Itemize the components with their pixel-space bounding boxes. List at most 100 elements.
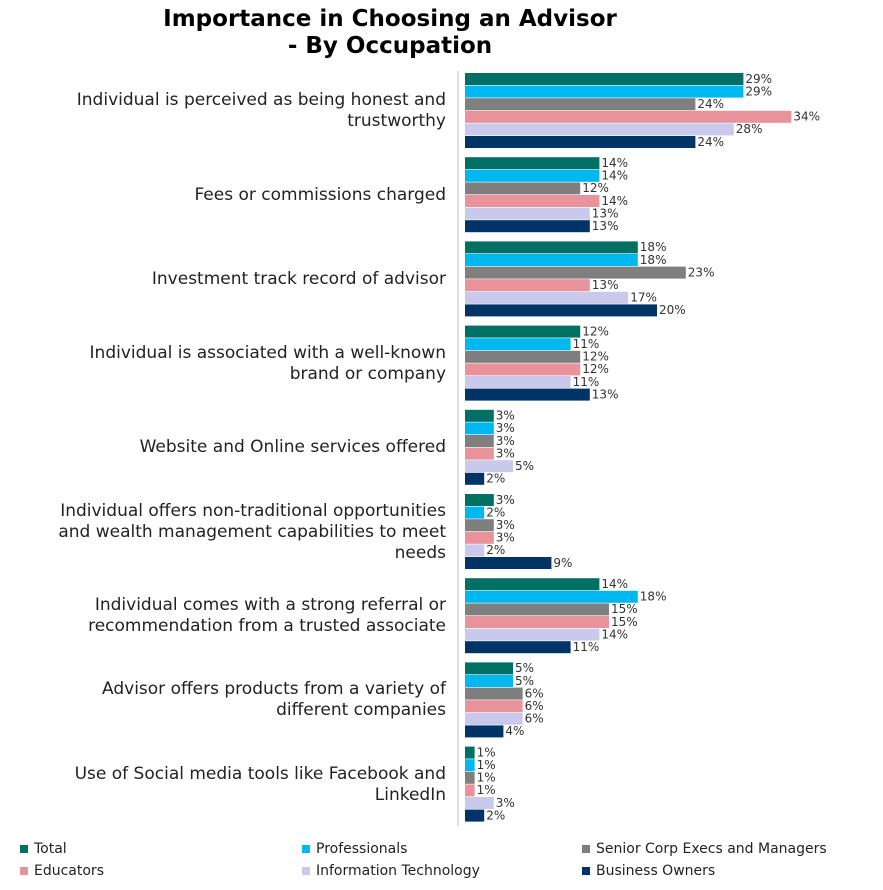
value-label: 17% [630, 291, 657, 305]
value-label: 12% [582, 181, 609, 195]
bar [465, 182, 581, 195]
bar [465, 494, 494, 506]
value-label: 15% [611, 602, 638, 616]
legend-label: Information Technology [316, 863, 480, 879]
value-label: 6% [525, 712, 544, 726]
bar [465, 85, 744, 98]
value-label: 28% [736, 122, 763, 136]
bar [465, 363, 581, 376]
legend-swatch [302, 845, 310, 853]
bar [465, 578, 600, 591]
value-label: 12% [582, 350, 609, 364]
bar [465, 435, 494, 447]
value-label: 3% [496, 493, 515, 507]
value-label: 11% [573, 375, 600, 389]
bar [465, 557, 552, 569]
value-label: 29% [745, 72, 772, 86]
value-label: 24% [697, 135, 724, 149]
value-label: 11% [573, 640, 600, 654]
bar [465, 531, 494, 544]
value-label: 14% [601, 627, 628, 641]
legend-label: Business Owners [596, 863, 716, 879]
bar [465, 110, 792, 123]
bar [465, 759, 475, 772]
legend-item: Educators [20, 863, 104, 879]
bar [465, 73, 744, 85]
bar [465, 304, 657, 317]
bar [465, 771, 475, 784]
value-label: 2% [486, 505, 505, 519]
bar [465, 422, 494, 435]
bar [465, 136, 696, 148]
bar [465, 712, 523, 725]
value-label: 2% [486, 472, 505, 486]
legend-swatch [582, 867, 590, 875]
bar [465, 279, 590, 292]
bar [465, 338, 571, 351]
bar [465, 325, 581, 338]
bar [465, 687, 523, 700]
bar [465, 628, 600, 641]
value-label: 20% [659, 303, 686, 317]
value-label: 2% [486, 808, 505, 822]
bar [465, 388, 590, 401]
bar [465, 169, 600, 182]
value-label: 34% [793, 110, 820, 124]
value-label: 12% [582, 362, 609, 376]
bar [465, 98, 696, 111]
value-label: 14% [601, 577, 628, 591]
category-label: Advisor offers products from a variety o… [102, 679, 446, 721]
bar [465, 207, 590, 220]
legend-label: Senior Corp Execs and Managers [596, 841, 827, 857]
value-label: 14% [601, 169, 628, 183]
category-label: Individual comes with a strong referral … [88, 595, 446, 637]
legend-swatch [20, 845, 28, 853]
bar [465, 784, 475, 797]
chart-title: Importance in Choosing an Advisor - By O… [163, 6, 617, 59]
category-label: Website and Online services offered [139, 437, 446, 458]
legend-item: Professionals [302, 841, 407, 857]
value-label: 18% [640, 240, 667, 254]
bar [465, 157, 600, 170]
bar [465, 241, 638, 254]
value-label: 13% [592, 278, 619, 292]
value-label: 3% [496, 531, 515, 545]
value-label: 3% [496, 434, 515, 448]
bar [465, 746, 475, 759]
value-label: 1% [477, 745, 496, 759]
value-label: 29% [745, 84, 772, 98]
value-label: 13% [592, 219, 619, 233]
value-label: 12% [582, 324, 609, 338]
value-label: 11% [573, 337, 600, 351]
category-label: Use of Social media tools like Facebook … [74, 763, 446, 805]
bar [465, 447, 494, 460]
value-label: 6% [525, 686, 544, 700]
value-label: 1% [477, 783, 496, 797]
legend-item: Senior Corp Execs and Managers [582, 841, 827, 857]
category-label: Individual is perceived as being honest … [76, 90, 446, 131]
legend-label: Professionals [316, 841, 408, 857]
value-label: 5% [515, 459, 534, 473]
bar [465, 590, 638, 603]
value-label: 1% [477, 771, 496, 785]
value-label: 3% [496, 409, 515, 423]
bar [465, 291, 629, 304]
value-label: 3% [496, 796, 515, 810]
bar [465, 641, 571, 654]
value-label: 13% [592, 387, 619, 401]
value-label: 5% [515, 661, 534, 675]
bar [465, 220, 590, 233]
bar [465, 472, 485, 485]
value-label: 3% [496, 518, 515, 532]
legend-item: Business Owners [582, 863, 715, 879]
legend-swatch [582, 845, 590, 853]
bar [465, 616, 609, 628]
value-label: 9% [553, 556, 572, 570]
value-label: 23% [688, 265, 715, 279]
category-label: Fees or commissions charged [194, 184, 446, 205]
category-label: Individual offers non-traditional opport… [58, 500, 446, 563]
value-label: 14% [601, 156, 628, 170]
bar [465, 603, 609, 616]
